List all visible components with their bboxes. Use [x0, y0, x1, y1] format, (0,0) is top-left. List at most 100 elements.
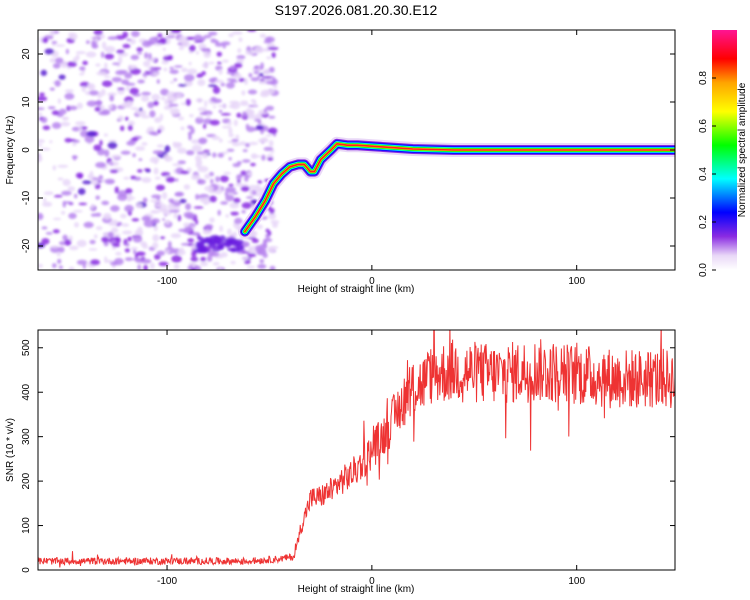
snr-ytick-label: 400 — [21, 383, 32, 400]
noise-blob — [41, 116, 48, 124]
noise-blob — [185, 203, 192, 211]
noise-blob — [127, 120, 135, 127]
noise-blob — [221, 125, 232, 129]
noise-blob — [124, 204, 134, 213]
noise-blob — [86, 100, 97, 107]
noise-blob — [101, 200, 110, 206]
noise-blob — [261, 137, 268, 142]
noise-blob — [189, 114, 194, 118]
noise-blob — [212, 152, 217, 158]
noise-blob — [154, 117, 162, 123]
noise-blob — [89, 239, 96, 245]
noise-blob — [147, 126, 155, 132]
noise-blob — [149, 262, 155, 270]
noise-blob — [64, 239, 72, 246]
noise-blob — [58, 108, 67, 115]
noise-blob — [174, 93, 183, 98]
noise-blob — [57, 98, 62, 104]
noise-blob — [234, 62, 243, 68]
noise-blob — [190, 256, 199, 262]
noise-blob — [111, 227, 119, 234]
noise-blob — [91, 41, 97, 48]
noise-blob — [187, 68, 198, 75]
noise-blob — [164, 32, 175, 37]
noise-blob — [38, 139, 45, 143]
noise-blob — [78, 125, 82, 132]
noise-blob — [49, 87, 55, 91]
noise-blob — [252, 68, 257, 72]
noise-blob — [224, 241, 232, 248]
noise-blob — [159, 236, 166, 240]
noise-blob — [187, 214, 194, 220]
noise-blob — [200, 256, 207, 262]
noise-blob — [251, 238, 259, 243]
noise-blob — [142, 197, 148, 203]
noise-blob — [199, 48, 211, 51]
noise-blob — [130, 68, 141, 75]
noise-blob — [218, 267, 223, 270]
noise-blob — [124, 257, 133, 261]
noise-blob — [193, 248, 204, 254]
noise-blob — [228, 121, 232, 126]
noise-blob — [212, 105, 217, 109]
noise-blob — [120, 213, 127, 219]
noise-blob — [41, 238, 50, 245]
noise-blob — [169, 66, 174, 70]
frequency-ridge — [237, 136, 675, 239]
noise-blob — [151, 67, 162, 70]
noise-blob — [223, 171, 231, 175]
noise-blob — [131, 137, 139, 141]
noise-blob — [204, 224, 214, 230]
noise-blob — [141, 40, 152, 48]
noise-blob — [141, 91, 152, 96]
snr-axes: -100 0 100 0 100 200 300 400 500 — [21, 330, 675, 587]
noise-blob — [251, 155, 262, 158]
noise-blob — [183, 222, 190, 228]
noise-blob — [126, 242, 130, 247]
noise-blob — [93, 234, 98, 239]
noise-blob — [108, 161, 119, 167]
noise-blob — [198, 137, 208, 144]
noise-blob — [193, 34, 203, 42]
noise-blob — [246, 196, 254, 199]
noise-blob — [90, 259, 100, 266]
noise-blob — [267, 246, 276, 253]
noise-blob — [138, 158, 143, 161]
noise-blob — [217, 61, 222, 65]
noise-blob — [262, 241, 268, 248]
ridge-layer — [237, 136, 675, 239]
noise-blob — [217, 104, 227, 108]
noise-blob — [183, 184, 191, 190]
noise-blob — [259, 33, 267, 38]
noise-blob — [76, 259, 88, 265]
noise-blob — [82, 180, 92, 185]
noise-blob — [40, 69, 47, 76]
noise-blob — [245, 50, 254, 55]
noise-blob — [151, 218, 160, 224]
noise-blob — [141, 95, 150, 102]
noise-blob — [141, 142, 148, 146]
noise-blob — [191, 251, 197, 258]
noise-blob — [228, 127, 233, 135]
noise-blob — [149, 110, 156, 118]
noise-blob — [157, 33, 163, 38]
noise-blob — [124, 116, 129, 121]
noise-blob — [226, 71, 231, 75]
noise-blob — [114, 186, 120, 194]
noise-blob — [154, 176, 161, 180]
noise-blob — [198, 115, 203, 119]
noise-blob — [152, 72, 160, 76]
noise-blob — [236, 161, 242, 165]
noise-blob — [143, 60, 151, 67]
noise-blob — [61, 116, 70, 121]
noise-blob — [57, 177, 64, 181]
noise-blob — [86, 40, 90, 44]
noise-blob — [215, 239, 221, 245]
noise-blob — [101, 236, 109, 243]
noise-blob — [191, 174, 201, 181]
snr-ylabel: SNR (10 * v/v) — [5, 418, 16, 482]
noise-blob — [195, 117, 204, 124]
noise-blob — [52, 217, 62, 221]
noise-blob — [67, 186, 76, 192]
noise-blob — [115, 251, 122, 256]
